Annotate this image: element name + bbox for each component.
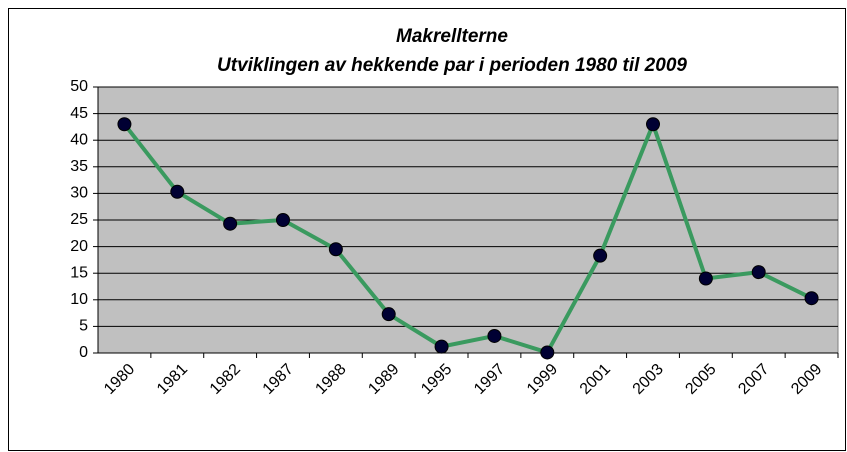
marker	[593, 248, 608, 263]
marker	[170, 184, 185, 199]
y-tick-label: 15	[70, 264, 88, 281]
marker	[328, 242, 343, 257]
y-tick-label: 50	[70, 78, 88, 95]
marker	[117, 117, 132, 132]
marker	[223, 216, 238, 231]
y-tick-label: 25	[70, 211, 88, 228]
marker	[698, 271, 713, 286]
y-tick-label: 20	[70, 238, 88, 255]
chart-title: Makrellterne	[396, 26, 508, 47]
marker	[434, 339, 449, 354]
marker	[540, 345, 555, 360]
y-tick-label: 35	[70, 158, 88, 175]
y-tick-label: 30	[70, 185, 88, 202]
marker	[751, 265, 766, 280]
y-tick-label: 10	[70, 291, 88, 308]
chart-subtitle: Utviklingen av hekkende par i perioden 1…	[217, 55, 687, 76]
line	[122, 122, 813, 355]
y-tick-label: 45	[70, 105, 88, 122]
y-tick-label: 40	[70, 131, 88, 148]
y-tick-label: 5	[79, 318, 88, 335]
marker	[487, 328, 502, 343]
marker	[804, 291, 819, 306]
marker	[646, 117, 660, 132]
y-tick-label: 0	[79, 344, 88, 361]
marker	[276, 213, 290, 227]
marker	[381, 307, 396, 322]
